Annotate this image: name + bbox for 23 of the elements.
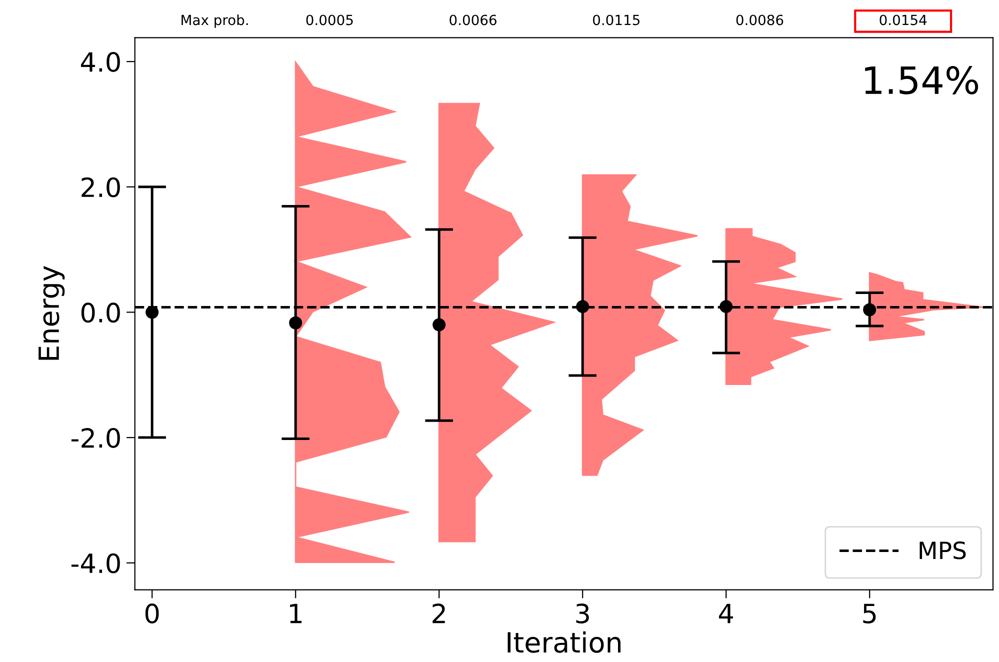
x-tick-label: 4 <box>718 604 734 624</box>
legend-label: MPS <box>920 541 966 560</box>
y-tick-label: -2.0 <box>71 428 120 448</box>
text: 0.0066 <box>450 14 496 26</box>
y-axis-title: Energy <box>38 266 65 360</box>
y-tick-label: 4.0 <box>80 52 120 72</box>
x-tick-label: 3 <box>576 604 589 624</box>
x-tick-label: 1 <box>290 604 302 624</box>
y-tick-label: -4.0 <box>71 553 120 574</box>
text: 0.0086 <box>736 14 784 26</box>
text: 0.0154 <box>880 14 927 26</box>
text: 0.0005 <box>306 14 353 26</box>
y-tick-label: 0.0 <box>81 302 120 323</box>
point <box>432 318 446 332</box>
text: Max prob. <box>182 14 248 28</box>
x-tick-label: 2 <box>432 604 445 624</box>
x-tick-label: 0 <box>145 604 159 624</box>
x-axis-title: Iteration <box>508 631 620 653</box>
text: 0.0115 <box>593 14 640 26</box>
x-tick-label: 5 <box>863 604 876 624</box>
annotation: 1.54% <box>865 66 978 94</box>
y-tick-label: 2.0 <box>82 177 120 198</box>
point <box>289 316 302 330</box>
